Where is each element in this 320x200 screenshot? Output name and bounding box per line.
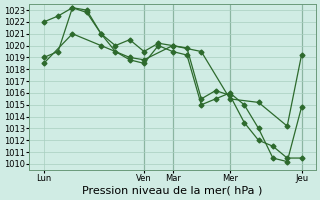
X-axis label: Pression niveau de la mer( hPa ): Pression niveau de la mer( hPa ) [83,186,263,196]
